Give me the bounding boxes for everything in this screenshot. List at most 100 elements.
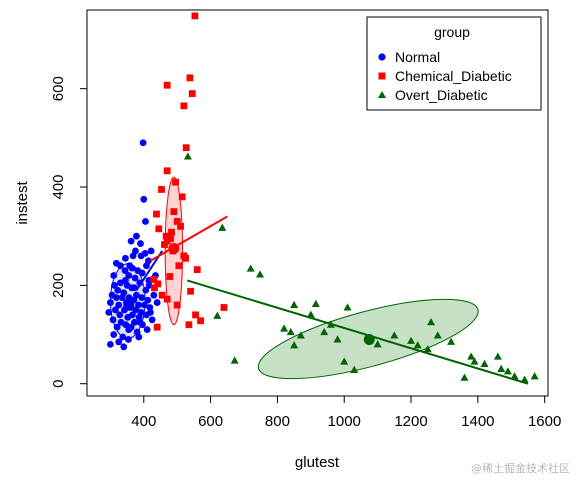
normal-point <box>105 309 113 316</box>
legend: group Normal Chemical_Diabetic Overt_Dia… <box>366 16 542 111</box>
normal-point <box>110 331 118 338</box>
ellipse-layer <box>109 176 479 380</box>
normal-point <box>138 294 146 302</box>
overt-point <box>246 264 255 272</box>
chemical-point <box>197 317 204 325</box>
x-axis-title: glutest <box>295 454 340 471</box>
overt-point <box>447 337 456 345</box>
overt-point <box>520 375 529 383</box>
normal-point <box>143 326 151 334</box>
overt-point <box>350 365 359 373</box>
chemical-point <box>182 144 190 152</box>
chemical-point <box>177 222 184 230</box>
normal-point <box>109 316 117 324</box>
normal-point <box>131 274 139 282</box>
normal-point <box>111 306 119 314</box>
legend-box <box>366 16 542 111</box>
normal-point <box>132 247 139 255</box>
normal-point <box>117 262 124 270</box>
overt-centroid <box>363 333 375 345</box>
chemical-point <box>188 90 196 97</box>
normal-point <box>147 309 154 316</box>
y-tick-label: 400 <box>50 175 67 200</box>
chemical-point <box>178 193 186 201</box>
x-axis: 400 600 800 1000 1200 1400 1600 <box>131 395 561 430</box>
normal-point <box>110 272 118 279</box>
chemical-point <box>192 311 199 319</box>
chemical-point <box>175 262 183 270</box>
overt-point <box>340 357 349 365</box>
overt-point <box>213 311 222 319</box>
overt-point <box>510 372 519 380</box>
x-tick-label: 1200 <box>394 413 427 430</box>
overt-point <box>290 341 299 349</box>
chemical-point <box>154 280 162 288</box>
normal-point <box>137 240 144 247</box>
legend-normal-icon <box>378 53 386 61</box>
overt-point <box>433 331 442 339</box>
overt-point <box>296 331 305 339</box>
normal-point <box>127 237 135 245</box>
normal-point <box>145 281 153 289</box>
overt-point <box>343 303 352 311</box>
x-tick-label: 600 <box>198 413 223 430</box>
chemical-point <box>172 178 179 186</box>
chemical-fit-line <box>149 215 228 262</box>
normal-point <box>106 299 114 306</box>
overt-point <box>333 335 342 343</box>
legend-item-overt: Overt_Diabetic <box>395 87 488 103</box>
chemical-point <box>191 12 199 20</box>
normal-point <box>133 291 140 299</box>
y-tick-label: 0 <box>50 380 67 388</box>
normal-point <box>150 291 158 299</box>
chemical-point <box>153 210 160 218</box>
chemical-point <box>173 301 181 309</box>
chemical-point <box>220 304 228 311</box>
normal-point <box>137 252 145 260</box>
overt-fit-line <box>186 279 529 385</box>
normal-point <box>114 286 122 294</box>
chemical-point <box>158 291 166 299</box>
chemical-point <box>161 241 168 248</box>
fit-lines-layer <box>135 215 529 385</box>
chemical-point <box>170 208 178 216</box>
normal-point <box>141 301 148 309</box>
normal-point <box>121 267 129 275</box>
normal-point <box>120 289 128 297</box>
normal-centroid <box>123 299 135 311</box>
overt-point <box>413 341 422 349</box>
normal-point <box>139 139 147 147</box>
normal-point <box>106 340 114 348</box>
overt-point <box>218 223 227 231</box>
normal-point <box>125 336 132 343</box>
legend-chemical-icon <box>378 72 386 80</box>
overt-point <box>183 152 192 160</box>
chemical-point <box>186 74 194 82</box>
overt-point <box>427 318 436 326</box>
x-tick-label: 400 <box>131 413 156 430</box>
x-tick-label: 1000 <box>328 413 361 430</box>
chemical-point <box>151 284 158 292</box>
normal-point <box>137 309 145 316</box>
normal-point <box>112 294 120 302</box>
normal-point <box>138 269 146 277</box>
normal-point <box>135 333 143 341</box>
chemical-point <box>153 323 161 331</box>
y-tick-label: 200 <box>50 273 67 298</box>
legend-item-chemical: Chemical_Diabetic <box>395 68 512 84</box>
normal-point <box>125 272 133 279</box>
overt-point <box>230 356 239 364</box>
normal-point <box>136 318 144 326</box>
chemical-point <box>180 102 188 110</box>
overt-point <box>503 367 512 375</box>
overt-point <box>306 310 315 318</box>
chemical-point <box>187 287 194 295</box>
legend-overt-icon <box>378 91 386 98</box>
normal-point <box>144 296 152 304</box>
chemical-point <box>185 321 193 329</box>
normal-point <box>122 321 130 329</box>
chemical-point <box>167 235 174 243</box>
overt-point <box>497 364 506 372</box>
chemical-point <box>193 266 201 274</box>
